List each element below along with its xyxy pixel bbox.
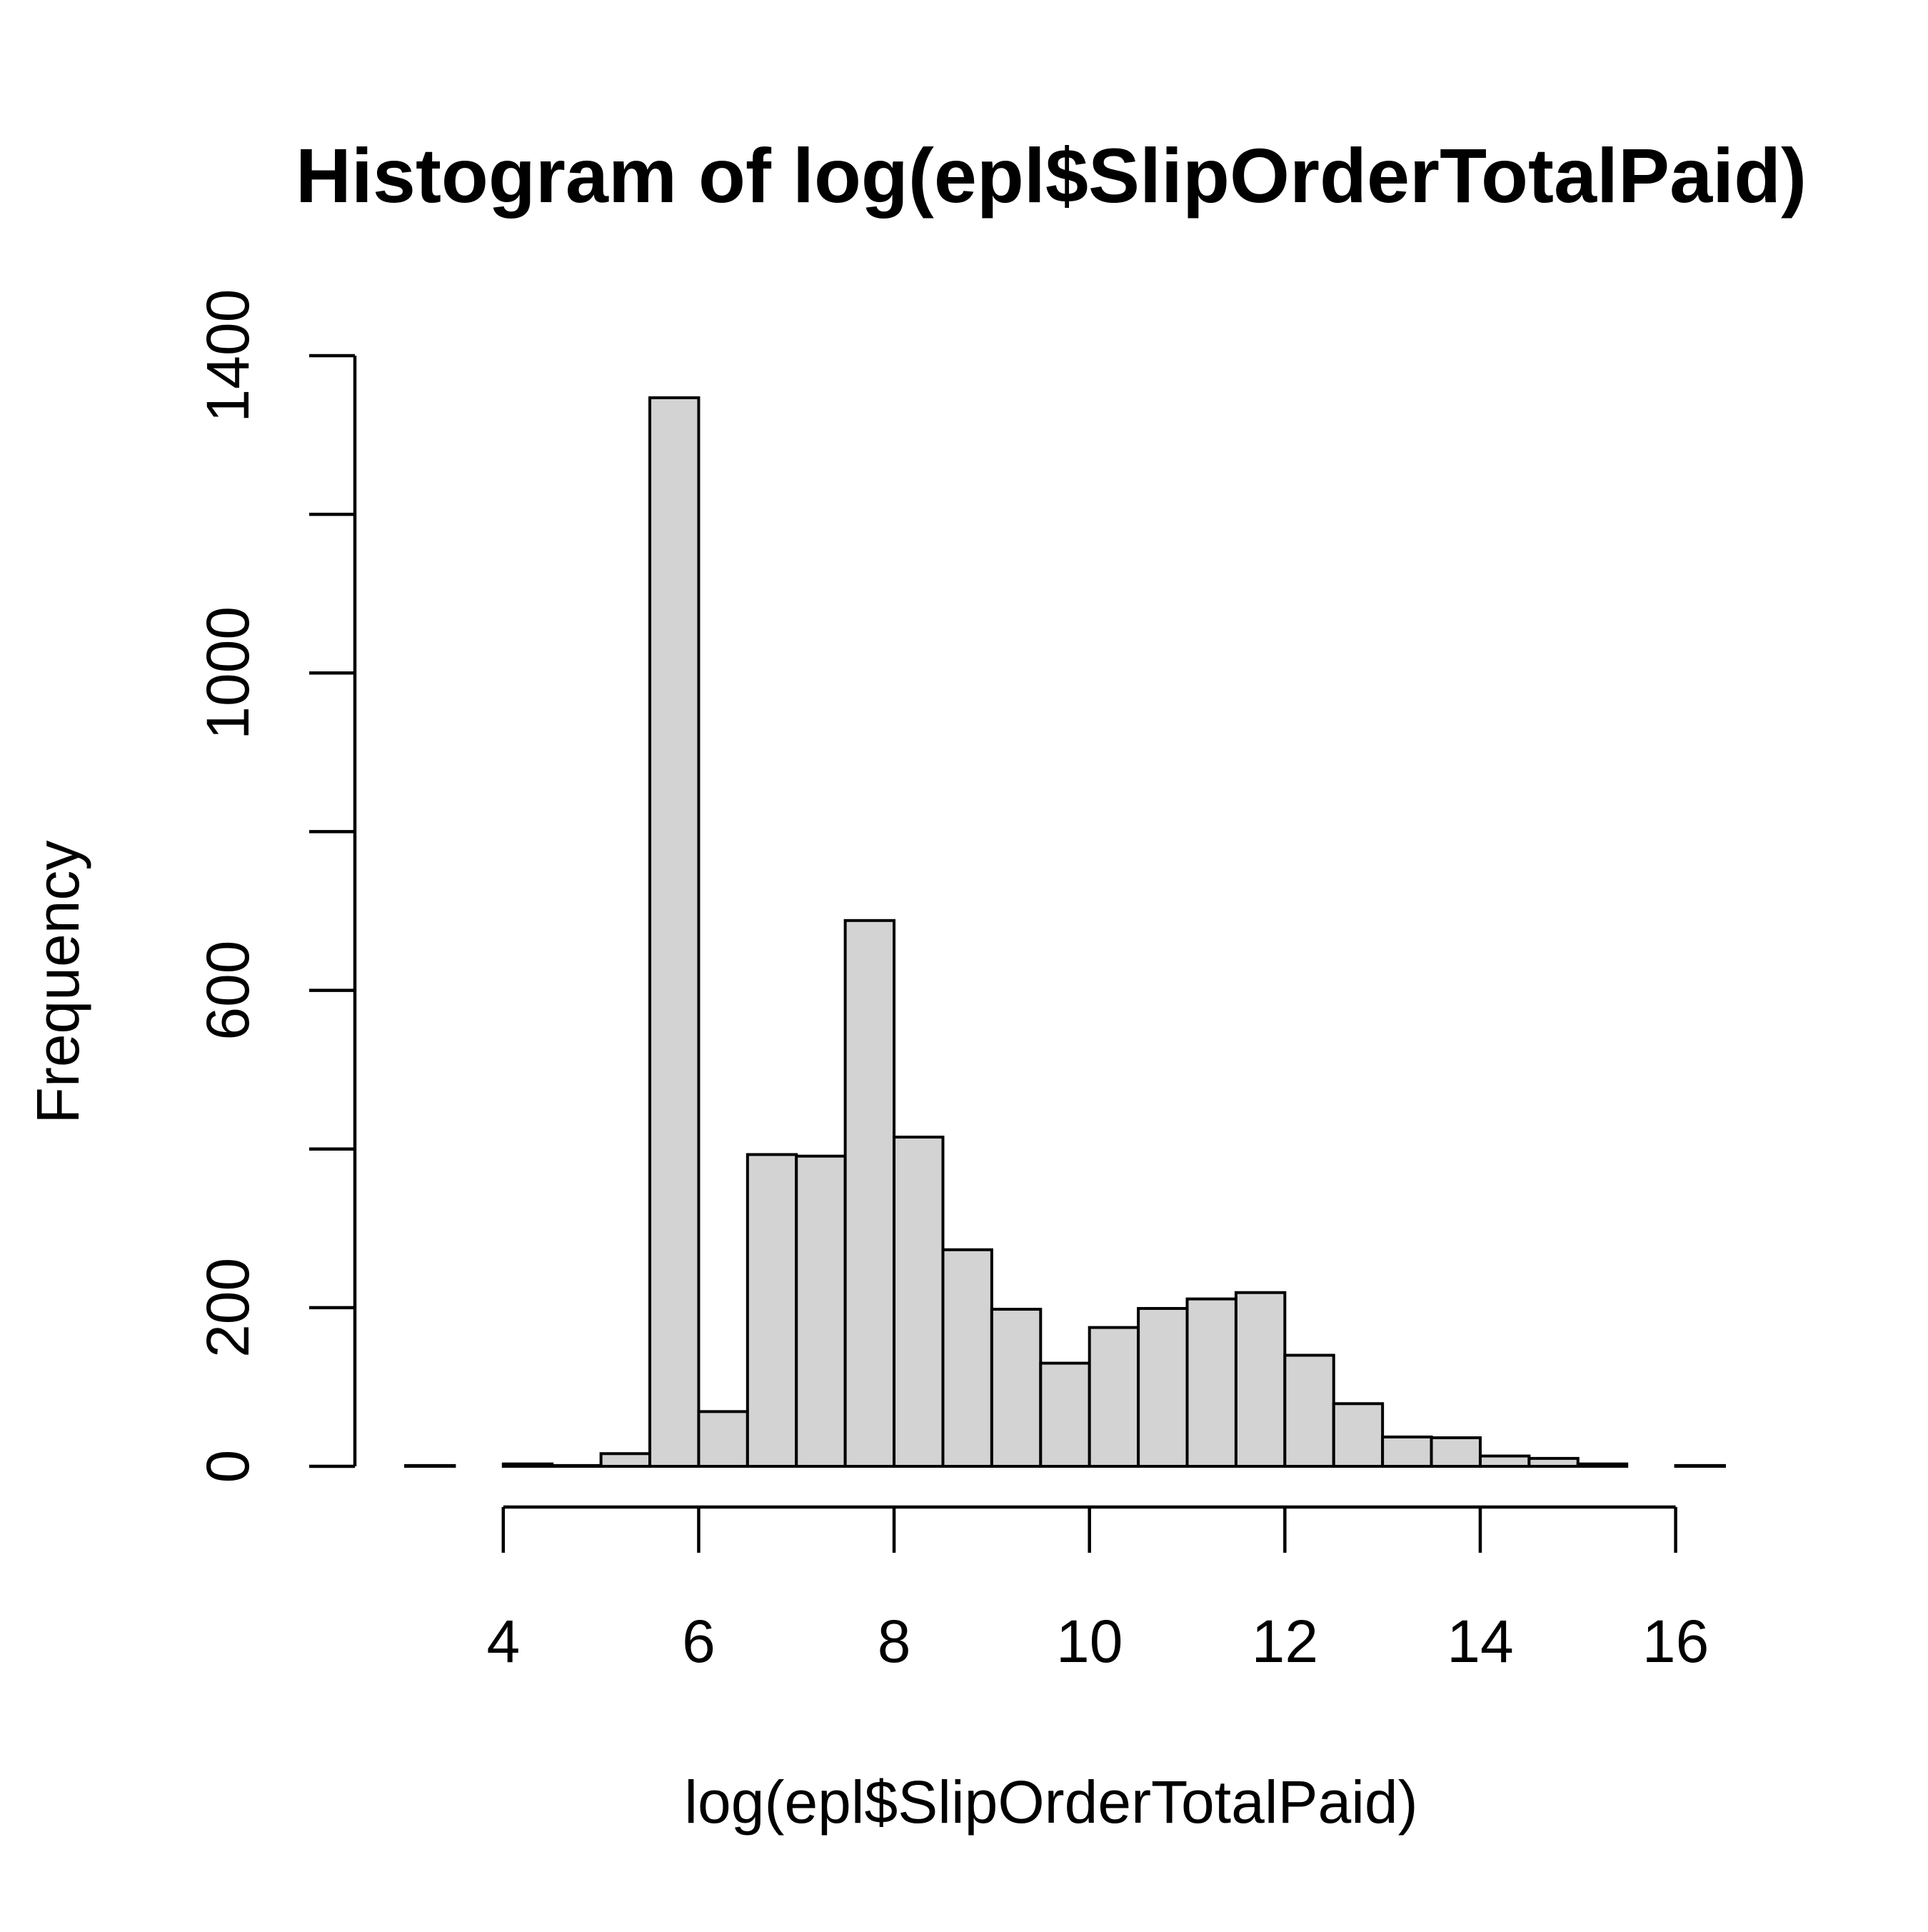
histogram-bar [893,1136,945,1468]
y-tick-label: 1000 [194,606,261,740]
histogram-bar [1039,1361,1091,1468]
histogram-bar [1283,1353,1335,1468]
histogram-bars [404,396,1726,1468]
chart-title: Histogram of log(epl$SlipOrderTotalPaid) [296,132,1807,219]
y-axis: 0 200 600 1000 1400 [194,289,357,1483]
histogram-bar [990,1308,1043,1468]
histogram-bar [1088,1326,1140,1468]
histogram-bar [697,1410,749,1468]
histogram-bar [1332,1402,1385,1468]
x-tick-label: 6 [682,1608,716,1675]
y-tick-label: 1400 [194,289,261,423]
histogram-bar [501,1462,554,1468]
histogram-bar [795,1154,847,1468]
x-tick-label: 4 [486,1608,520,1675]
histogram-bar [843,919,896,1468]
x-tick-label: 8 [878,1608,911,1675]
x-axis-label: log(epl$SlipOrderTotalPaid) [684,1768,1417,1836]
histogram-bar [745,1153,798,1468]
histogram-bar [941,1248,993,1468]
histogram-bar [1430,1436,1482,1468]
x-tick-label: 16 [1642,1608,1709,1675]
y-axis-label: Frequency [24,841,91,1124]
y-tick-label: 200 [194,1258,261,1358]
x-tick-label: 14 [1447,1608,1513,1675]
x-tick-label: 12 [1252,1608,1318,1675]
histogram-bar [648,396,701,1468]
histogram-bar [1381,1435,1433,1468]
histogram-bar [1478,1454,1531,1468]
histogram-bar [1234,1291,1287,1468]
y-tick-label: 600 [194,940,261,1040]
histogram-bar [1527,1456,1580,1468]
x-tick-label: 10 [1056,1608,1123,1675]
histogram-bar [599,1452,652,1468]
histogram-bar [1137,1306,1189,1468]
histogram-bar [1185,1297,1237,1468]
x-axis: 4 6 8 10 12 14 16 [486,1505,1709,1675]
histogram-bar [1576,1462,1629,1468]
y-tick-label: 0 [194,1450,261,1483]
